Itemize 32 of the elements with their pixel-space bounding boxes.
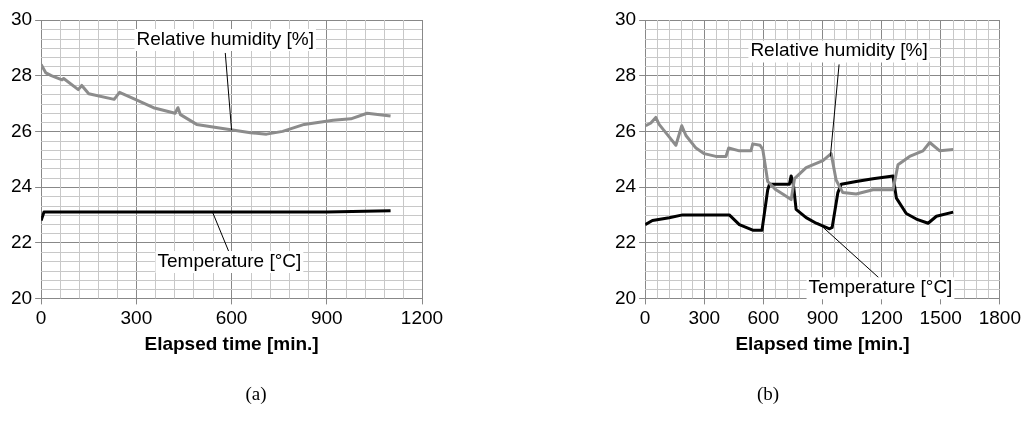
y-tick-label: 26 — [614, 119, 637, 141]
annotation: Temperature [°C] — [157, 250, 302, 272]
x-tick-label: 300 — [688, 307, 721, 329]
y-tick-label: 28 — [614, 63, 637, 85]
x-tick-label: 1800 — [978, 307, 1022, 329]
x-tick-label: 300 — [120, 307, 153, 329]
text: (a) — [244, 383, 268, 405]
y-tick-label: 30 — [614, 8, 637, 30]
text: (b) — [755, 383, 781, 405]
x-axis-title: Elapsed time [min.] — [735, 332, 910, 354]
x-tick-label: 0 — [639, 307, 651, 329]
y-tick-label: 22 — [614, 230, 637, 252]
y-tick-label: 26 — [10, 119, 33, 141]
x-axis-title: Elapsed time [min.] — [144, 332, 319, 354]
x-tick-label: 900 — [806, 307, 839, 329]
x-tick-label: 600 — [215, 307, 248, 329]
y-tick-label: 24 — [614, 175, 637, 197]
y-tick-label: 20 — [614, 286, 637, 308]
annotation: Temperature [°C] — [808, 276, 953, 298]
y-tick-label: 22 — [10, 230, 33, 252]
x-tick-label: 1200 — [400, 307, 444, 329]
annotation: Relative humidity [%] — [136, 27, 314, 49]
x-tick-label: 1500 — [919, 307, 962, 329]
x-tick-label: 0 — [35, 307, 47, 329]
annotation: Relative humidity [%] — [750, 39, 928, 61]
y-tick-label: 20 — [10, 286, 33, 308]
x-tick-label: 900 — [310, 307, 343, 329]
x-tick-label: 600 — [747, 307, 780, 329]
y-tick-label: 24 — [10, 175, 33, 197]
y-tick-label: 28 — [10, 63, 33, 85]
y-tick-label: 30 — [10, 8, 33, 30]
x-tick-label: 1200 — [860, 307, 903, 329]
